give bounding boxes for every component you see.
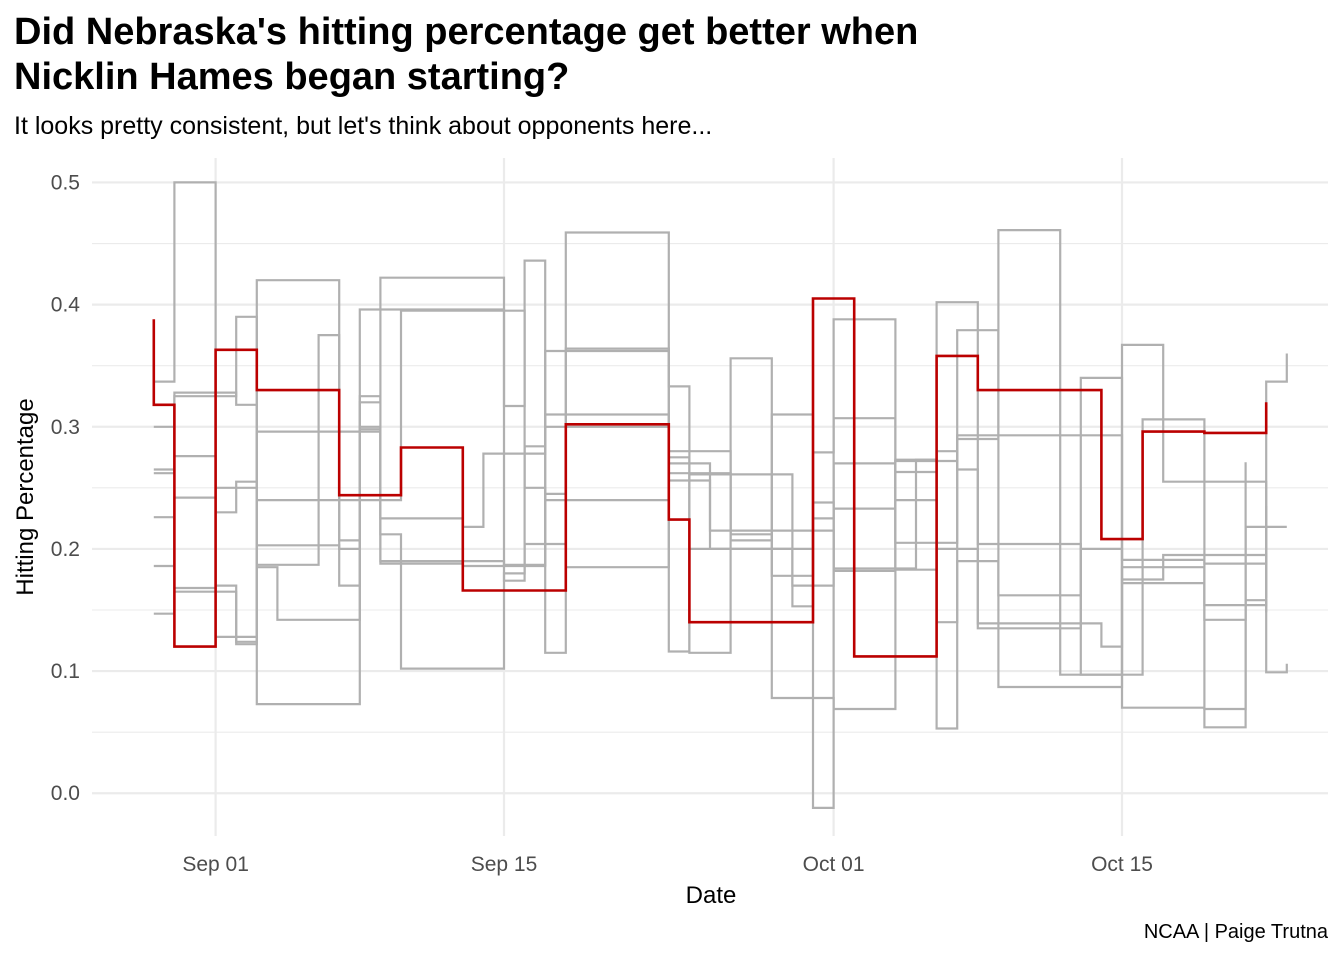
series-line xyxy=(153,276,1288,809)
highlight-series-group xyxy=(152,297,1268,658)
x-tick-label: Sep 15 xyxy=(471,853,538,876)
chart-title: Did Nebraska's hitting percentage get be… xyxy=(14,11,919,98)
x-tick-label: Oct 15 xyxy=(1091,853,1153,876)
series-line xyxy=(153,309,1268,711)
series-line xyxy=(153,425,1287,621)
y-axis-label: Hitting Percentage xyxy=(12,398,39,595)
x-tick-label: Oct 01 xyxy=(803,853,865,876)
y-tick-label: 0.0 xyxy=(51,782,80,805)
other-series-group xyxy=(153,181,1288,809)
highlight-series-line xyxy=(152,297,1268,658)
series-line xyxy=(153,181,1288,676)
y-tick-label: 0.5 xyxy=(51,171,80,194)
y-axis-ticks: 0.0 0.1 0.2 0.3 0.4 0.5 xyxy=(51,171,81,805)
x-axis-label: Date xyxy=(686,882,737,909)
chart-caption: NCAA | Paige Trutna xyxy=(1143,921,1328,943)
chart-subtitle: It looks pretty consistent, but let's th… xyxy=(14,112,713,140)
y-tick-label: 0.4 xyxy=(51,294,81,317)
y-tick-label: 0.2 xyxy=(51,538,80,561)
x-tick-label: Sep 01 xyxy=(182,853,249,876)
y-tick-label: 0.1 xyxy=(51,660,80,683)
y-tick-label: 0.3 xyxy=(51,416,80,439)
x-axis-ticks: Sep 01 Sep 15 Oct 01 Oct 15 xyxy=(182,853,1153,876)
series-line xyxy=(153,229,1268,730)
